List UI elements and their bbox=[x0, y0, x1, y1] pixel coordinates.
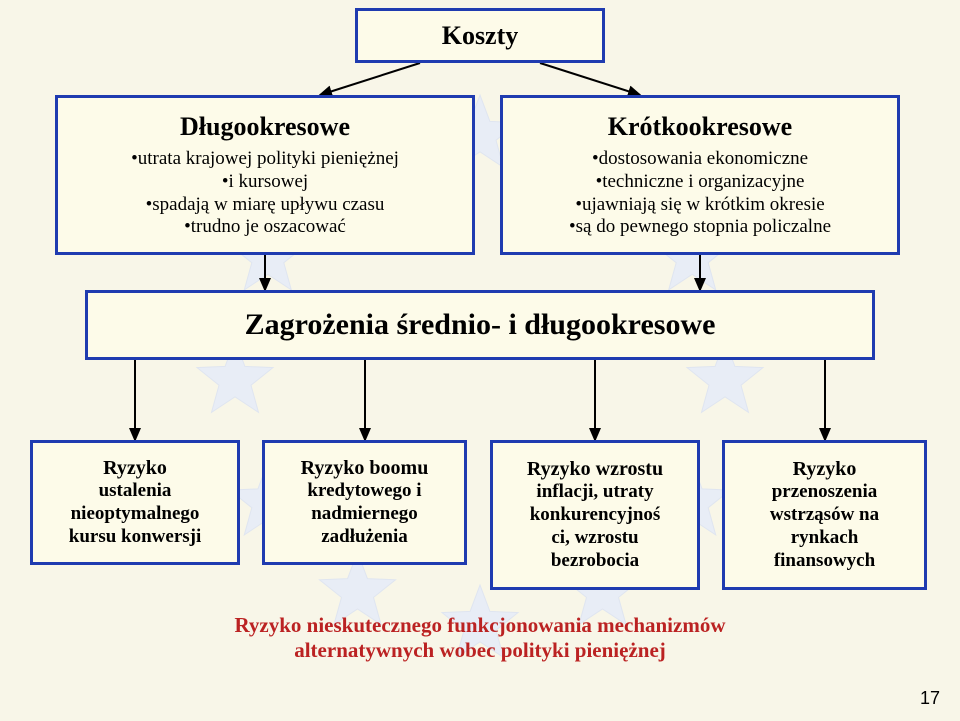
title-krotkookresowe: Krótkookresowe bbox=[608, 111, 792, 142]
bullet-line: •spadają w miarę upływu czasu bbox=[131, 194, 399, 217]
bullets-krotkookresowe: •dostosowania ekonomiczne•techniczne i o… bbox=[569, 148, 831, 239]
level3-line: inflacji, utraty bbox=[536, 481, 653, 504]
level3-line: kredytowego i bbox=[307, 480, 421, 503]
diagram-canvas: Koszty Długookresowe •utrata krajowej po… bbox=[0, 0, 960, 721]
level3-title: Ryzyko boomu bbox=[301, 456, 429, 480]
box-level3-0: Ryzykoustalenianieoptymalnegokursu konwe… bbox=[30, 440, 240, 565]
box-zagrozenia: Zagrożenia średnio- i długookresowe bbox=[85, 290, 875, 360]
bullet-line: •są do pewnego stopnia policzalne bbox=[569, 216, 831, 239]
level3-line: konkurencyjnoś bbox=[530, 504, 661, 527]
title-dlugookresowe: Długookresowe bbox=[180, 111, 350, 142]
footer-text: Ryzyko nieskutecznego funkcjonowania mec… bbox=[125, 608, 835, 668]
footer-line: Ryzyko nieskutecznego funkcjonowania mec… bbox=[234, 613, 725, 638]
bullets-dlugookresowe: •utrata krajowej polityki pieniężnej•i k… bbox=[131, 148, 399, 239]
level3-line: ustalenia bbox=[99, 480, 172, 503]
level3-line: nieoptymalnego bbox=[71, 503, 200, 526]
level3-line: ci, wzrostu bbox=[551, 527, 638, 550]
level3-line: przenoszenia bbox=[772, 481, 878, 504]
bullet-line: •techniczne i organizacyjne bbox=[569, 171, 831, 194]
box-level3-3: Ryzykoprzenoszeniawstrząsów narynkachfin… bbox=[722, 440, 927, 590]
title-zagrozenia: Zagrożenia średnio- i długookresowe bbox=[245, 307, 716, 343]
bullet-line: •i kursowej bbox=[131, 171, 399, 194]
level3-line: rynkach bbox=[791, 527, 859, 550]
footer-line: alternatywnych wobec polityki pieniężnej bbox=[294, 638, 666, 663]
level3-line: zadłużenia bbox=[321, 526, 408, 549]
level3-title: Ryzyko bbox=[793, 457, 857, 481]
level3-line: bezrobocia bbox=[551, 550, 639, 573]
level3-line: nadmiernego bbox=[311, 503, 418, 526]
level3-line: kursu konwersji bbox=[69, 526, 202, 549]
title-koszty: Koszty bbox=[442, 20, 519, 51]
box-krotkookresowe: Krótkookresowe •dostosowania ekonomiczne… bbox=[500, 95, 900, 255]
box-koszty: Koszty bbox=[355, 8, 605, 63]
bullet-line: •ujawniają się w krótkim okresie bbox=[569, 194, 831, 217]
box-level3-1: Ryzyko boomukredytowego inadmiernegozadł… bbox=[262, 440, 467, 565]
bullet-line: •trudno je oszacować bbox=[131, 216, 399, 239]
level3-line: finansowych bbox=[774, 550, 875, 573]
box-level3-2: Ryzyko wzrostuinflacji, utratykonkurency… bbox=[490, 440, 700, 590]
level3-title: Ryzyko bbox=[103, 456, 167, 480]
page-number: 17 bbox=[920, 688, 940, 709]
level3-line: wstrząsów na bbox=[770, 504, 879, 527]
level3-title: Ryzyko wzrostu bbox=[527, 457, 663, 481]
box-dlugookresowe: Długookresowe •utrata krajowej polityki … bbox=[55, 95, 475, 255]
bullet-line: •dostosowania ekonomiczne bbox=[569, 148, 831, 171]
bullet-line: •utrata krajowej polityki pieniężnej bbox=[131, 148, 399, 171]
